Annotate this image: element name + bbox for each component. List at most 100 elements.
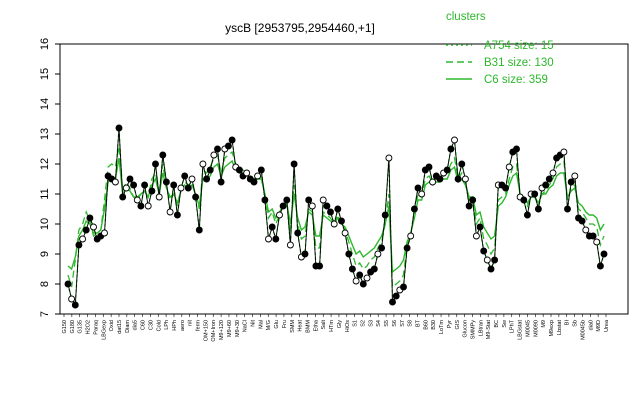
data-point-121 xyxy=(505,163,513,171)
x-tick-label-58: LBGstat xyxy=(518,320,524,340)
data-point-85 xyxy=(374,250,382,258)
x-tick-label-19: OM+Iron xyxy=(211,320,217,342)
y-tick-label-6: 13 xyxy=(39,128,51,140)
x-tick-label-31: BMM xyxy=(306,320,312,333)
data-point-84 xyxy=(370,265,378,273)
data-point-73 xyxy=(330,220,338,228)
series-points xyxy=(64,124,608,309)
x-tick-label-32: Etha xyxy=(313,319,319,331)
series-line-1 xyxy=(67,145,605,289)
x-tick-label-25: Mal xyxy=(258,320,264,329)
y-tick-label-5: 12 xyxy=(39,158,51,170)
data-point-93 xyxy=(403,244,411,252)
data-point-25 xyxy=(155,193,163,201)
data-point-58 xyxy=(276,211,283,219)
data-point-117 xyxy=(491,256,499,264)
x-tick-label-44: S8 xyxy=(408,320,414,327)
data-point-115 xyxy=(483,256,491,264)
data-point-80 xyxy=(356,271,364,279)
x-tick-label-56: Sw xyxy=(502,320,508,328)
data-point-72 xyxy=(327,208,334,216)
x-tick-label-10: C60 xyxy=(141,320,147,330)
data-point-104 xyxy=(443,166,451,174)
x-tick-label-41: S5 xyxy=(384,320,390,327)
data-point-76 xyxy=(341,229,349,237)
x-tick-label-51: Glucon xyxy=(463,320,469,337)
data-point-133 xyxy=(549,169,557,177)
y-axis: 7 8 9 10 11 12 13 14 15 16 xyxy=(39,38,60,317)
data-point-36 xyxy=(195,226,203,234)
data-point-69 xyxy=(316,262,324,270)
chart-title: yscB [2953795,2954460,+1] xyxy=(225,21,375,35)
data-point-14 xyxy=(115,124,123,132)
data-point-102 xyxy=(436,175,444,183)
x-tick-label-53: LBtran xyxy=(478,320,484,336)
legend-title: clusters xyxy=(446,11,486,23)
plot-border xyxy=(59,43,629,315)
data-point-75 xyxy=(338,217,345,225)
data-point-142 xyxy=(582,226,590,234)
x-tick-label-50: GIS xyxy=(455,320,461,330)
data-point-77 xyxy=(345,250,353,258)
data-point-137 xyxy=(564,205,571,213)
data-point-49 xyxy=(243,169,251,177)
data-point-56 xyxy=(268,223,276,231)
x-tick-label-8: Diam xyxy=(125,320,131,333)
x-tick-label-54: M9-Stat xyxy=(486,320,492,340)
x-tick-label-55: BC xyxy=(494,320,500,328)
data-point-99 xyxy=(425,163,433,171)
data-point-57 xyxy=(272,235,280,243)
data-point-108 xyxy=(458,160,466,168)
data-point-29 xyxy=(170,181,178,189)
data-point-37 xyxy=(199,160,207,168)
data-point-87 xyxy=(381,211,389,219)
x-tick-label-1: G180 xyxy=(70,320,76,333)
data-point-94 xyxy=(407,232,415,240)
data-point-111 xyxy=(469,196,477,204)
data-point-100 xyxy=(429,178,437,186)
x-tick-label-48: LoTm xyxy=(439,320,445,334)
x-tick-label-52: SMMPy xyxy=(470,320,476,340)
data-point-5 xyxy=(82,226,90,234)
x-tick-label-67: dia0 xyxy=(588,320,594,330)
x-tick-label-29: SMM xyxy=(290,320,296,333)
data-point-18 xyxy=(130,181,138,189)
data-point-106 xyxy=(451,136,458,144)
legend-label-1: B31 size: 130 xyxy=(484,57,554,69)
x-tick-label-57: LPhT xyxy=(510,319,516,333)
x-tick-label-30: Heat xyxy=(298,320,304,332)
data-point-141 xyxy=(578,217,586,225)
data-point-120 xyxy=(502,184,510,192)
x-tick-label-38: S2 xyxy=(360,320,366,327)
data-point-47 xyxy=(235,166,243,174)
x-tick-label-43: S7 xyxy=(400,320,406,327)
x-tick-label-62: M9exp xyxy=(549,320,555,337)
data-point-109 xyxy=(461,175,469,183)
x-tick-label-39: S3 xyxy=(368,320,374,327)
data-point-31 xyxy=(177,184,185,192)
x-tick-label-21: M9+60 xyxy=(227,320,233,337)
data-point-97 xyxy=(418,190,426,198)
x-tick-label-68: M9D xyxy=(596,320,602,332)
x-tick-label-5: LBGexp xyxy=(101,320,107,340)
data-point-131 xyxy=(542,181,550,189)
data-point-96 xyxy=(414,184,422,192)
x-tick-label-35: Gly xyxy=(337,320,343,329)
data-point-39 xyxy=(206,166,214,174)
point-connector xyxy=(67,127,605,307)
data-point-28 xyxy=(166,208,174,216)
data-point-42 xyxy=(217,178,225,186)
data-point-24 xyxy=(152,160,159,168)
x-tick-label-65: Sb xyxy=(573,320,579,327)
data-point-41 xyxy=(214,145,221,153)
data-point-82 xyxy=(363,274,371,282)
data-point-79 xyxy=(352,277,360,285)
data-point-144 xyxy=(589,232,597,240)
y-tick-label-7: 14 xyxy=(39,98,51,110)
data-point-116 xyxy=(487,265,495,273)
data-point-67 xyxy=(308,202,316,210)
data-point-139 xyxy=(571,172,579,180)
data-point-125 xyxy=(520,196,528,204)
data-point-10 xyxy=(101,229,108,237)
y-tick-label-1: 8 xyxy=(39,281,51,287)
